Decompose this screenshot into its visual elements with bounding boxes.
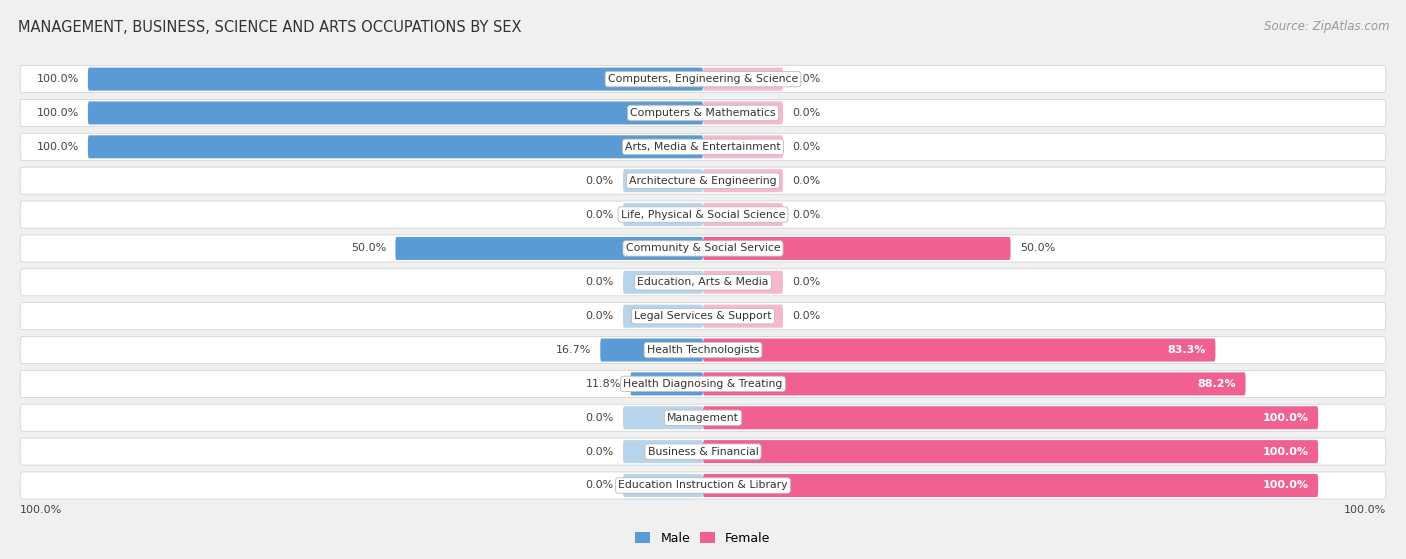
Text: 0.0%: 0.0% — [585, 447, 614, 457]
FancyBboxPatch shape — [623, 203, 703, 226]
Text: 0.0%: 0.0% — [585, 176, 614, 186]
Text: Business & Financial: Business & Financial — [648, 447, 758, 457]
Text: Management: Management — [666, 413, 740, 423]
Text: MANAGEMENT, BUSINESS, SCIENCE AND ARTS OCCUPATIONS BY SEX: MANAGEMENT, BUSINESS, SCIENCE AND ARTS O… — [18, 20, 522, 35]
FancyBboxPatch shape — [87, 101, 703, 125]
FancyBboxPatch shape — [703, 203, 783, 226]
FancyBboxPatch shape — [703, 271, 783, 294]
Text: Health Diagnosing & Treating: Health Diagnosing & Treating — [623, 379, 783, 389]
Text: 0.0%: 0.0% — [792, 277, 821, 287]
Text: Computers & Mathematics: Computers & Mathematics — [630, 108, 776, 118]
Text: 100.0%: 100.0% — [1263, 413, 1309, 423]
Legend: Male, Female: Male, Female — [630, 527, 776, 550]
FancyBboxPatch shape — [623, 169, 703, 192]
Text: 0.0%: 0.0% — [792, 210, 821, 220]
FancyBboxPatch shape — [395, 237, 703, 260]
Text: 50.0%: 50.0% — [1019, 243, 1054, 253]
Text: Life, Physical & Social Science: Life, Physical & Social Science — [621, 210, 785, 220]
FancyBboxPatch shape — [20, 404, 1386, 432]
Text: 0.0%: 0.0% — [792, 108, 821, 118]
FancyBboxPatch shape — [703, 406, 1319, 429]
Text: Education Instruction & Library: Education Instruction & Library — [619, 481, 787, 490]
FancyBboxPatch shape — [623, 305, 703, 328]
Text: 100.0%: 100.0% — [37, 142, 79, 152]
FancyBboxPatch shape — [20, 133, 1386, 160]
FancyBboxPatch shape — [703, 101, 783, 125]
Text: 0.0%: 0.0% — [792, 142, 821, 152]
FancyBboxPatch shape — [623, 440, 703, 463]
Text: Education, Arts & Media: Education, Arts & Media — [637, 277, 769, 287]
FancyBboxPatch shape — [600, 339, 703, 362]
Text: 83.3%: 83.3% — [1168, 345, 1206, 355]
Text: 11.8%: 11.8% — [586, 379, 621, 389]
Text: 88.2%: 88.2% — [1198, 379, 1236, 389]
Text: 16.7%: 16.7% — [555, 345, 591, 355]
FancyBboxPatch shape — [703, 237, 1011, 260]
FancyBboxPatch shape — [20, 472, 1386, 499]
Text: 0.0%: 0.0% — [792, 311, 821, 321]
Text: 50.0%: 50.0% — [352, 243, 387, 253]
FancyBboxPatch shape — [703, 440, 1319, 463]
Text: 0.0%: 0.0% — [585, 277, 614, 287]
Text: 100.0%: 100.0% — [1263, 481, 1309, 490]
Text: Health Technologists: Health Technologists — [647, 345, 759, 355]
Text: 0.0%: 0.0% — [585, 413, 614, 423]
FancyBboxPatch shape — [20, 337, 1386, 363]
FancyBboxPatch shape — [703, 474, 1319, 497]
Text: 100.0%: 100.0% — [20, 505, 62, 515]
Text: 100.0%: 100.0% — [1344, 505, 1386, 515]
FancyBboxPatch shape — [20, 65, 1386, 93]
Text: Arts, Media & Entertainment: Arts, Media & Entertainment — [626, 142, 780, 152]
FancyBboxPatch shape — [20, 371, 1386, 397]
FancyBboxPatch shape — [20, 235, 1386, 262]
Text: 0.0%: 0.0% — [585, 210, 614, 220]
FancyBboxPatch shape — [623, 406, 703, 429]
FancyBboxPatch shape — [20, 201, 1386, 228]
FancyBboxPatch shape — [20, 438, 1386, 465]
FancyBboxPatch shape — [87, 68, 703, 91]
FancyBboxPatch shape — [703, 135, 783, 158]
Text: Computers, Engineering & Science: Computers, Engineering & Science — [607, 74, 799, 84]
FancyBboxPatch shape — [703, 305, 783, 328]
Text: 100.0%: 100.0% — [37, 74, 79, 84]
FancyBboxPatch shape — [20, 269, 1386, 296]
Text: 100.0%: 100.0% — [1263, 447, 1309, 457]
Text: 0.0%: 0.0% — [792, 176, 821, 186]
FancyBboxPatch shape — [20, 302, 1386, 330]
Text: 0.0%: 0.0% — [585, 481, 614, 490]
FancyBboxPatch shape — [623, 474, 703, 497]
Text: 0.0%: 0.0% — [792, 74, 821, 84]
FancyBboxPatch shape — [20, 100, 1386, 126]
FancyBboxPatch shape — [703, 68, 783, 91]
Text: 100.0%: 100.0% — [37, 108, 79, 118]
FancyBboxPatch shape — [703, 169, 783, 192]
Text: Legal Services & Support: Legal Services & Support — [634, 311, 772, 321]
Text: Community & Social Service: Community & Social Service — [626, 243, 780, 253]
FancyBboxPatch shape — [623, 271, 703, 294]
Text: Source: ZipAtlas.com: Source: ZipAtlas.com — [1264, 20, 1389, 32]
FancyBboxPatch shape — [20, 167, 1386, 194]
FancyBboxPatch shape — [87, 135, 703, 158]
Text: Architecture & Engineering: Architecture & Engineering — [630, 176, 776, 186]
FancyBboxPatch shape — [703, 372, 1246, 395]
FancyBboxPatch shape — [630, 372, 703, 395]
Text: 0.0%: 0.0% — [585, 311, 614, 321]
FancyBboxPatch shape — [703, 339, 1215, 362]
